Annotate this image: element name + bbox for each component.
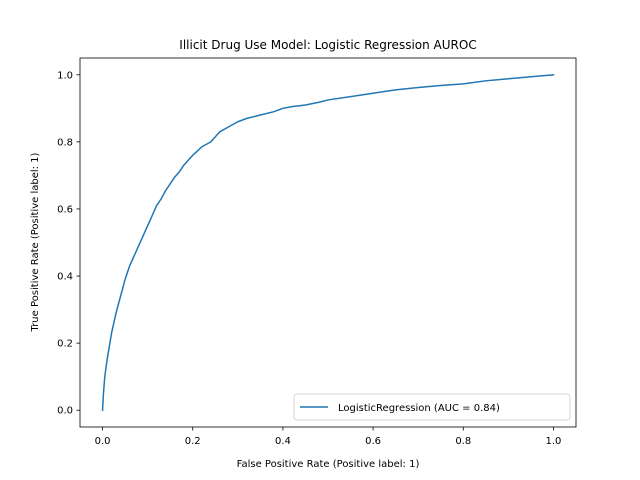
legend-label: LogisticRegression (AUC = 0.84) bbox=[338, 403, 500, 414]
legend: LogisticRegression (AUC = 0.84) bbox=[293, 393, 571, 421]
y-axis-label: True Positive Rate (Positive label: 1) bbox=[30, 152, 41, 332]
y-axis-ticks: 0.0 0.2 0.4 0.6 0.8 1.0 bbox=[57, 70, 80, 417]
x-tick-label: 0.4 bbox=[275, 436, 291, 447]
y-tick-label: 0.0 bbox=[57, 406, 73, 417]
x-axis-label: False Positive Rate (Positive label: 1) bbox=[237, 459, 420, 470]
x-tick-label: 1.0 bbox=[546, 436, 562, 447]
chart-title: Illicit Drug Use Model: Logistic Regress… bbox=[179, 38, 476, 52]
y-tick-label: 0.4 bbox=[57, 272, 73, 283]
roc-curve-series-0 bbox=[101, 73, 555, 412]
x-axis-ticks: 0.0 0.2 0.4 0.6 0.8 1.0 bbox=[95, 427, 562, 447]
y-tick-label: 0.6 bbox=[57, 204, 73, 215]
y-tick-label: 1.0 bbox=[57, 70, 73, 81]
axes-frame bbox=[79, 57, 577, 428]
y-tick-label: 0.2 bbox=[57, 339, 73, 350]
x-tick-label: 0.8 bbox=[455, 436, 471, 447]
legend-box bbox=[293, 393, 571, 421]
x-tick-label: 0.2 bbox=[185, 436, 201, 447]
y-tick-label: 0.8 bbox=[57, 137, 73, 148]
x-tick-label: 0.0 bbox=[95, 436, 111, 447]
x-tick-label: 0.6 bbox=[365, 436, 381, 447]
plot-area bbox=[101, 73, 555, 412]
